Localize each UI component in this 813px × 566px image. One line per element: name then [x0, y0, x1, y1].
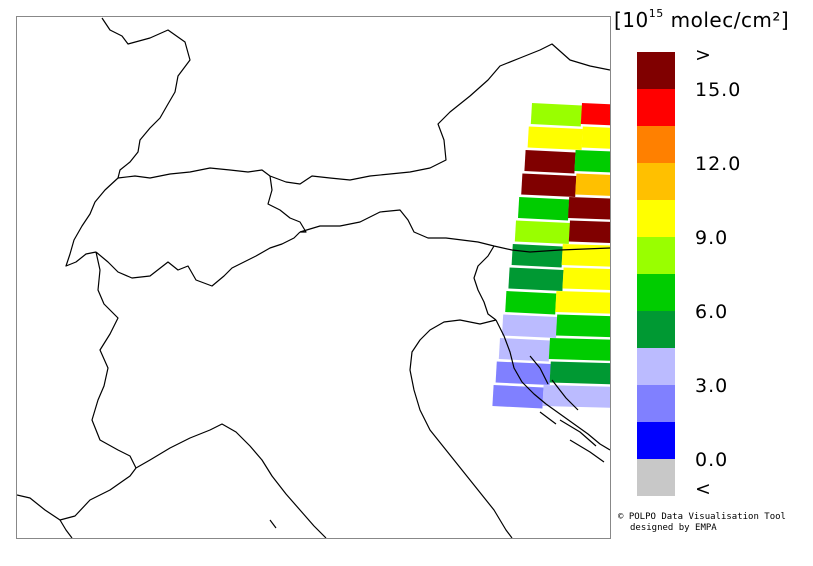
- coast-ligurian: [135, 423, 327, 538]
- swath-pixel: [511, 244, 563, 268]
- legend-unit-prefix: [10: [614, 8, 649, 32]
- legend-swatch: [637, 348, 675, 385]
- legend-swatch: [637, 311, 675, 348]
- legend-swatch: [637, 385, 675, 422]
- swath-pixel: [568, 220, 610, 243]
- swath-pixel: [542, 385, 610, 408]
- legend-unit-exponent: 15: [648, 7, 664, 21]
- swath-pixel: [521, 173, 577, 197]
- swath-pixel: [549, 361, 610, 385]
- swath-pixel: [548, 338, 610, 361]
- swath-pixel: [581, 126, 610, 149]
- swath-pixel: [575, 173, 610, 196]
- legend-tick-12: 12.0: [695, 153, 742, 175]
- border-austria-italy: [299, 209, 610, 253]
- legend-swatch: [637, 126, 675, 163]
- coast-corsica: [59, 519, 73, 538]
- legend-swatch: [637, 274, 675, 311]
- swath-pixel: [527, 126, 583, 150]
- swath-pixel: [508, 267, 564, 291]
- legend-tick-15: 15.0: [695, 79, 742, 101]
- legend-tick-0: 0.0: [695, 449, 729, 471]
- legend-swatch: [637, 163, 675, 200]
- legend-title: [1015 molec/cm²]: [614, 7, 790, 32]
- swath-pixel: [556, 314, 610, 338]
- credit-line-1: © POLPO Data Visualisation Tool: [618, 512, 786, 522]
- border-france-italy: [91, 251, 137, 469]
- swath-pixel: [514, 220, 570, 244]
- border-swiss-west: [65, 177, 119, 267]
- border-swiss-north: [117, 167, 271, 179]
- swath-pixel: [574, 150, 610, 173]
- islands-tuscan: [269, 519, 277, 529]
- swath-pixel: [555, 291, 610, 314]
- coast-adriatic-west: [409, 319, 513, 538]
- legend-swatch: [637, 422, 675, 459]
- swath-pixel: [518, 197, 570, 221]
- border-swiss-south: [95, 231, 301, 287]
- swath-pixel: [568, 197, 610, 220]
- borders: [17, 17, 610, 538]
- swath-pixel: [580, 103, 610, 126]
- swath-pixel: [530, 103, 582, 127]
- legend-tick-under: <: [695, 478, 712, 500]
- border-rhine: [101, 17, 191, 179]
- no2-swath: [492, 103, 610, 409]
- swath-pixel: [492, 385, 544, 409]
- legend-swatch: [637, 459, 675, 496]
- swath-pixel: [495, 361, 551, 385]
- border-germany-austria: [269, 43, 610, 185]
- swath-pixel: [502, 314, 558, 338]
- swath-pixel: [561, 244, 610, 267]
- legend-tick-3: 3.0: [695, 375, 729, 397]
- swath-pixel: [505, 291, 557, 315]
- legend-tick-9: 9.0: [695, 227, 729, 249]
- swath-pixel: [524, 150, 576, 174]
- islands: [529, 355, 605, 463]
- legend-swatch: [637, 237, 675, 274]
- legend-tick-6: 6.0: [695, 301, 729, 323]
- legend-swatch: [637, 89, 675, 126]
- coast-france: [17, 467, 137, 521]
- credit-line-2: designed by EMPA: [630, 523, 717, 533]
- legend-swatch: [637, 52, 675, 89]
- swath-pixel: [498, 338, 550, 362]
- coast-adriatic-east: [495, 319, 610, 451]
- border-italy-slovenia: [473, 245, 497, 321]
- swath-pixel: [562, 267, 610, 291]
- legend-unit-suffix: molec/cm²]: [663, 8, 790, 32]
- legend-tick-over: >: [695, 44, 712, 66]
- legend-swatch: [637, 200, 675, 237]
